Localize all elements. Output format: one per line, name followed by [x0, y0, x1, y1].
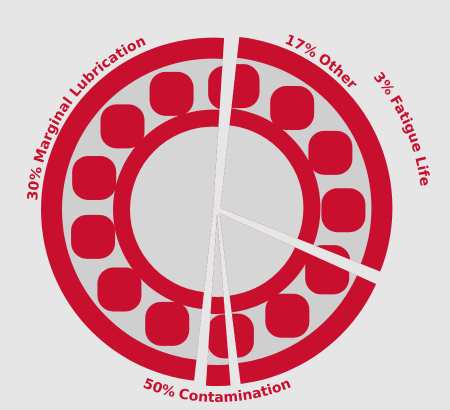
ball [321, 188, 366, 233]
ball-track [220, 56, 372, 277]
ball [265, 293, 310, 338]
slice-value-label: 30% [25, 165, 46, 201]
ball [72, 155, 117, 200]
ball [208, 65, 226, 110]
bore [219, 213, 303, 297]
ball-track [219, 213, 371, 365]
ball [149, 71, 194, 116]
ball [145, 301, 190, 346]
ball [97, 267, 142, 312]
ball [308, 130, 353, 175]
ball [100, 104, 145, 149]
ball [270, 86, 315, 131]
bore [130, 126, 226, 293]
ball [71, 214, 116, 259]
